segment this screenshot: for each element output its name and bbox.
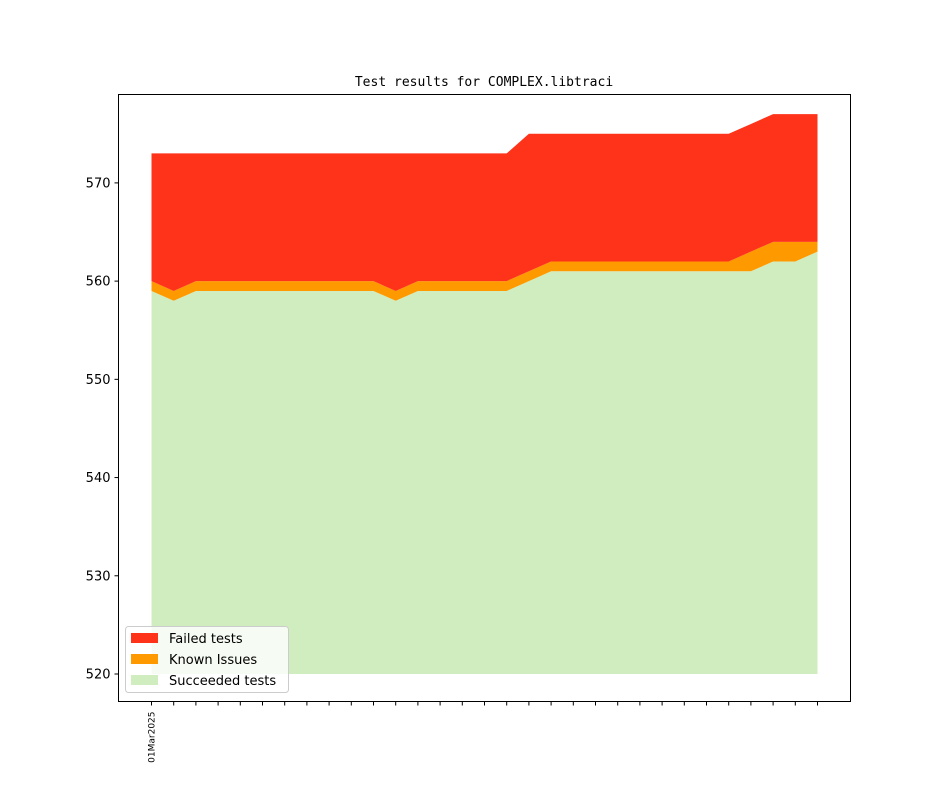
- y-tick-label: 530: [86, 569, 111, 584]
- legend-swatch: [131, 633, 158, 643]
- y-tick-label: 550: [86, 373, 111, 388]
- plot-areas: [151, 114, 818, 674]
- legend-label: Failed tests: [169, 632, 243, 647]
- area-failed-tests: [151, 114, 818, 291]
- legend-swatch: [131, 675, 158, 685]
- y-tick-label: 520: [86, 667, 111, 682]
- y-axis: 520 530 540 550 560 570: [86, 176, 119, 682]
- y-tick-label: 540: [86, 471, 111, 486]
- area-known-issues: [151, 241, 818, 301]
- x-axis: 01Mar2025: [148, 701, 818, 763]
- y-tick-label: 560: [86, 275, 111, 290]
- legend-label: Succeeded tests: [169, 674, 276, 689]
- y-tick-label: 570: [86, 176, 111, 191]
- legend-box: [125, 626, 289, 693]
- chart-title: Test results for COMPLEX.libtraci: [355, 75, 613, 90]
- area-succeeded-tests: [151, 251, 818, 674]
- legend: Failed tests Known Issues Succeeded tests: [125, 626, 289, 693]
- x-tick-label: 01Mar2025: [148, 712, 158, 763]
- legend-label: Known Issues: [169, 653, 257, 668]
- legend-swatch: [131, 654, 158, 664]
